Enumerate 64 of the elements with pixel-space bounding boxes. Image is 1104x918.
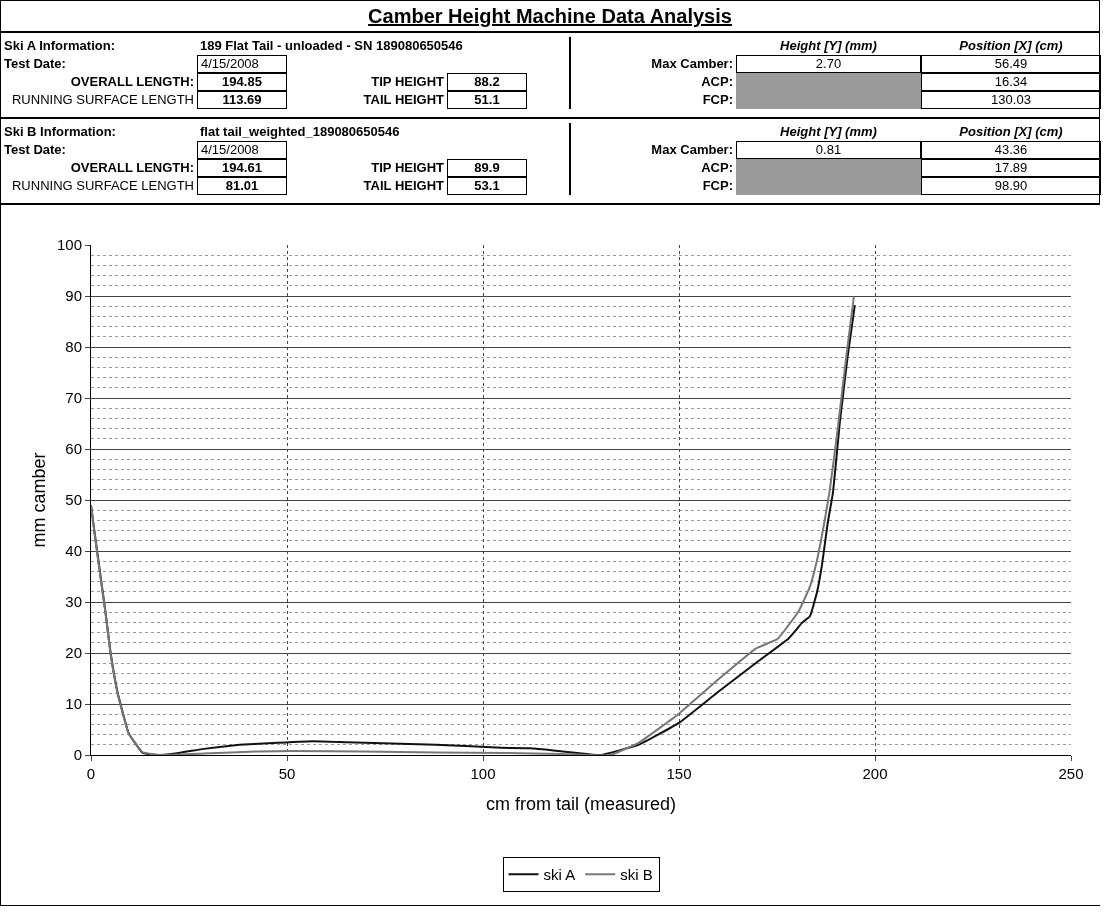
text: 43.36	[921, 141, 1101, 159]
x-tick-label: 200	[862, 765, 888, 782]
text: Position [X] (cm)	[958, 37, 1064, 55]
x-tick-label: 50	[278, 765, 296, 782]
y-tick-label: 10	[65, 695, 82, 713]
text: 51.1	[447, 91, 527, 109]
text: 189 Flat Tail - unloaded - SN 189080650546	[199, 37, 464, 55]
text: 113.69	[197, 91, 287, 109]
y-tick-label: 80	[65, 338, 82, 356]
legend-label: ski B	[620, 866, 653, 884]
x-tick-label: 150	[666, 765, 692, 782]
text: 2.70	[736, 55, 921, 73]
text: 0.81	[736, 141, 921, 159]
text: 16.34	[921, 73, 1101, 91]
text: RUNNING SURFACE LENGTH	[10, 177, 195, 195]
text: 89.9	[447, 159, 527, 177]
y-tick-label: 70	[65, 389, 82, 407]
text: 98.90	[921, 177, 1101, 195]
text: Max Camber:	[650, 141, 734, 159]
text: TAIL HEIGHT	[362, 177, 445, 195]
y-tick-label: 0	[73, 746, 82, 764]
text: Ski B Information:	[3, 123, 117, 141]
text: 194.85	[197, 73, 287, 91]
text: ACP:	[700, 73, 734, 91]
text: Test Date:	[3, 55, 67, 73]
text: 130.03	[921, 91, 1101, 109]
text: FCP:	[701, 177, 734, 195]
text: flat tail_weighted_189080650546	[199, 123, 401, 141]
text: RUNNING SURFACE LENGTH	[10, 91, 195, 109]
text: TIP HEIGHT	[370, 159, 445, 177]
text: 4/15/2008	[197, 141, 287, 159]
y-axis-title: mm camber	[29, 452, 49, 548]
text: ACP:	[700, 159, 734, 177]
x-tick-label: 0	[86, 765, 96, 782]
text: 88.2	[447, 73, 527, 91]
text: OVERALL LENGTH:	[69, 159, 195, 177]
text: 81.01	[197, 177, 287, 195]
text: Height [Y] (mm)	[779, 123, 878, 141]
y-tick-label: 90	[65, 287, 82, 305]
y-tick-label: 40	[65, 542, 82, 560]
text: 53.1	[447, 177, 527, 195]
text: Max Camber:	[650, 55, 734, 73]
y-tick-label: 60	[65, 440, 82, 458]
text: FCP:	[701, 91, 734, 109]
text: Height [Y] (mm)	[779, 37, 878, 55]
text: 194.61	[197, 159, 287, 177]
text: 56.49	[921, 55, 1101, 73]
text: Test Date:	[3, 141, 67, 159]
text: OVERALL LENGTH:	[69, 73, 195, 91]
text: TIP HEIGHT	[370, 73, 445, 91]
y-tick-label: 30	[65, 593, 82, 611]
legend-label: ski A	[543, 866, 576, 884]
text: TAIL HEIGHT	[362, 91, 445, 109]
y-tick-label: 100	[56, 236, 82, 254]
x-tick-label: 100	[470, 765, 496, 782]
chart-title: Camber Height Machine Data Analysis	[1, 1, 1099, 33]
text: Position [X] (cm)	[958, 123, 1064, 141]
text: 4/15/2008	[197, 55, 287, 73]
y-tick-label: 50	[65, 491, 82, 509]
x-tick-label: 250	[1058, 765, 1084, 782]
text: 17.89	[921, 159, 1101, 177]
y-tick-label: 20	[65, 644, 82, 662]
x-axis-title: cm from tail (measured)	[485, 794, 677, 815]
text: Ski A Information:	[3, 37, 116, 55]
